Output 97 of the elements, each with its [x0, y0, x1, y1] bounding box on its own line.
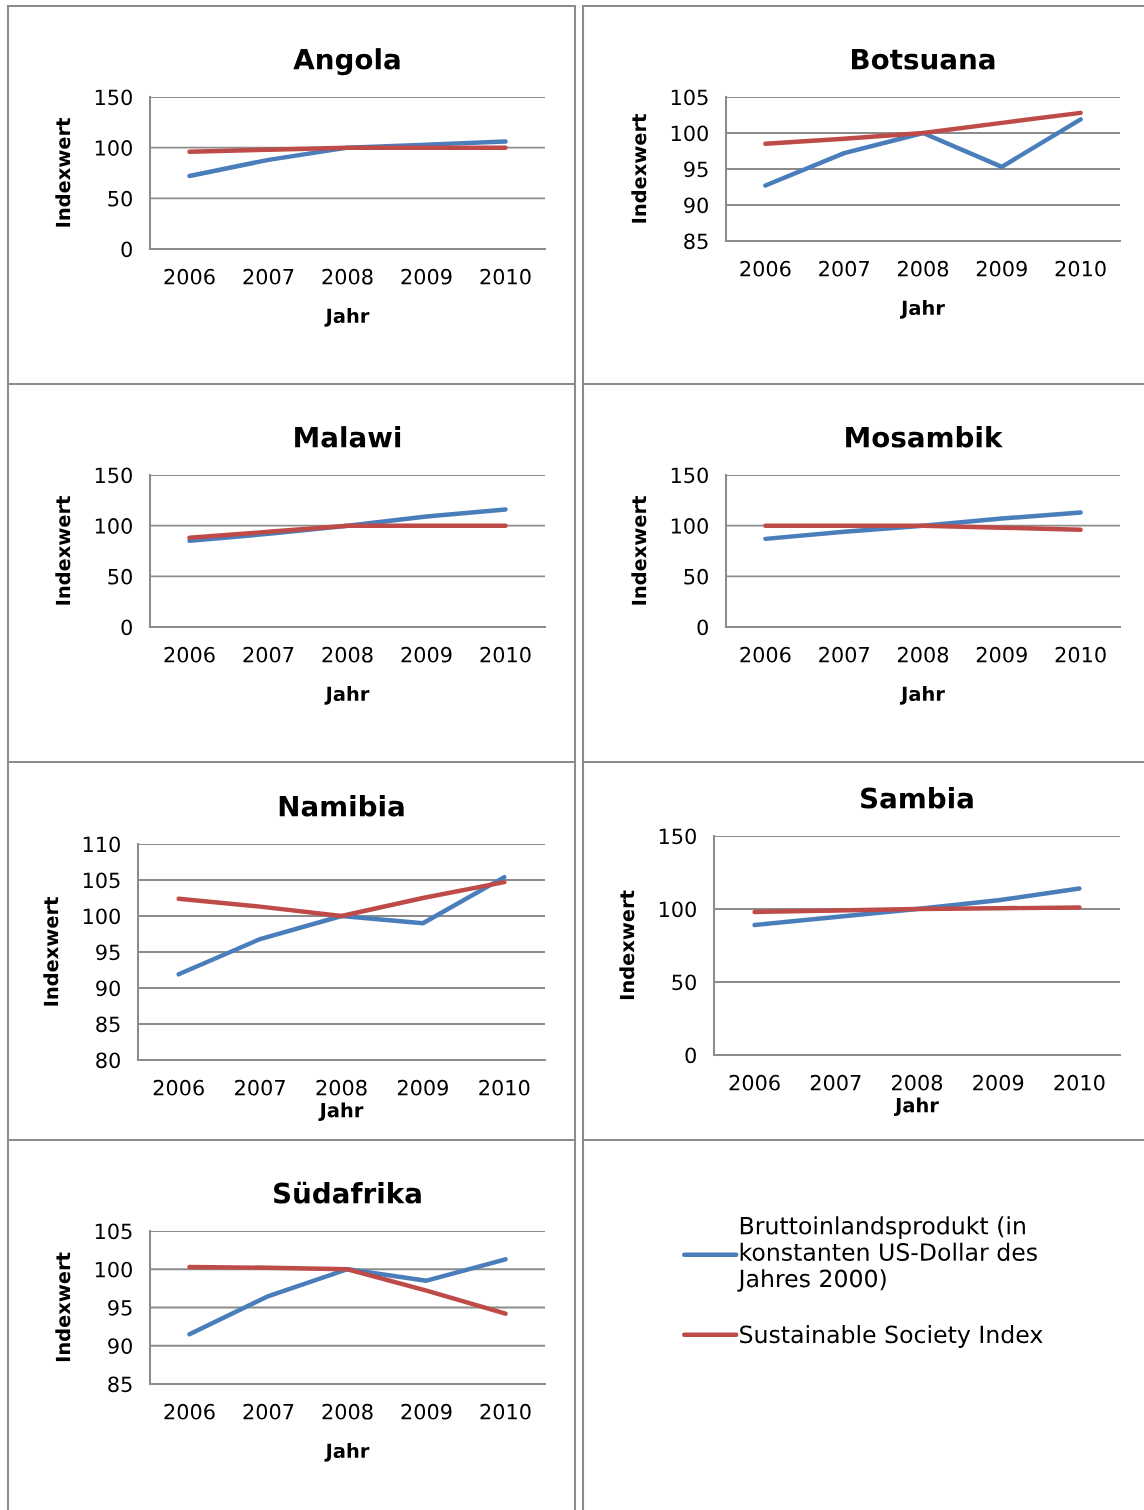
x-tick-label: 2006	[164, 1403, 215, 1420]
y-tick-label: 110	[83, 836, 120, 853]
y-tick-label: 50	[108, 190, 132, 207]
x-tick-label: 2007	[243, 268, 294, 285]
x-tick-label: 2007	[819, 260, 869, 277]
y-tick-label: 100	[95, 140, 132, 156]
x-tick-label: 2006	[740, 260, 791, 277]
y-axis-title: Indexwert	[631, 114, 647, 223]
y-axis-title: Indexwert	[55, 118, 71, 227]
x-tick-label: 2010	[480, 646, 531, 663]
line-series	[763, 117, 1083, 188]
x-tick-label: 2009	[976, 646, 1027, 663]
chart-title: Südafrika	[274, 1181, 421, 1204]
x-tick-label: 2007	[819, 646, 869, 663]
x-tick-label: 2006	[153, 1079, 204, 1096]
y-tick-label: 100	[659, 901, 696, 918]
y-axis-title: Indexwert	[55, 496, 71, 605]
x-axis-title: Jahr	[900, 686, 945, 705]
y-tick-label: 95	[96, 944, 120, 961]
x-tick-label: 2010	[1055, 260, 1106, 277]
x-tick-label: 2008	[322, 1403, 373, 1420]
y-tick-label: 0	[697, 619, 708, 636]
x-tick-label: 2009	[401, 646, 452, 663]
y-tick-label: 100	[95, 518, 132, 534]
y-tick-label: 95	[108, 1299, 132, 1316]
y-tick-label: 50	[672, 974, 696, 991]
line-series	[176, 874, 507, 977]
x-axis-title: Jahr	[900, 300, 945, 319]
x-tick-label: 2006	[164, 268, 215, 285]
x-tick-label: 2008	[898, 646, 949, 663]
chart-title: Botsuana	[852, 48, 995, 70]
x-tick-label: 2010	[479, 1079, 530, 1096]
y-tick-label: 85	[96, 1016, 120, 1033]
chart-title: Angola	[293, 48, 400, 76]
y-tick-label: 90	[96, 980, 120, 997]
x-tick-label: 2006	[164, 646, 215, 663]
line-series	[187, 1264, 508, 1316]
x-tick-label: 2009	[973, 1074, 1024, 1091]
line-series	[187, 1257, 508, 1337]
x-tick-label: 2010	[480, 268, 531, 285]
chart-title: Sambia	[861, 787, 973, 809]
y-tick-label: 100	[671, 125, 708, 142]
chart-title: Malawi	[295, 426, 401, 448]
x-axis-title: Jahr	[324, 686, 370, 705]
x-tick-label: 2007	[235, 1079, 285, 1096]
y-tick-label: 50	[108, 568, 132, 585]
y-tick-label: 100	[95, 1261, 132, 1278]
y-tick-label: 150	[659, 828, 696, 845]
y-tick-label: 85	[108, 1376, 132, 1393]
y-tick-label: 100	[83, 908, 120, 925]
x-tick-label: 2006	[740, 646, 791, 663]
x-tick-label: 2008	[316, 1079, 367, 1096]
x-axis-title: Jahr	[324, 308, 370, 327]
x-tick-label: 2009	[397, 1079, 448, 1096]
x-tick-label: 2009	[401, 1403, 452, 1420]
y-tick-label: 80	[96, 1052, 120, 1069]
x-tick-label: 2007	[243, 1403, 294, 1420]
y-tick-label: 50	[684, 568, 708, 585]
x-tick-label: 2009	[976, 260, 1027, 277]
chart-title: Namibia	[279, 795, 404, 817]
x-tick-label: 2007	[243, 646, 294, 663]
x-tick-label: 2010	[1055, 646, 1106, 663]
line-series	[176, 879, 507, 919]
chart-title: Mosambik	[846, 426, 1003, 448]
y-axis-title: Indexwert	[619, 890, 635, 1000]
y-tick-label: 90	[684, 197, 708, 214]
x-tick-label: 2008	[898, 260, 949, 277]
x-tick-label: 2008	[892, 1074, 943, 1091]
y-tick-label: 0	[121, 619, 132, 636]
x-tick-label: 2008	[322, 646, 373, 663]
x-axis-title: Jahr	[318, 1102, 364, 1122]
x-tick-label: 2007	[810, 1074, 861, 1091]
y-tick-label: 105	[671, 89, 708, 106]
x-tick-label: 2010	[480, 1403, 531, 1420]
y-tick-label: 150	[671, 467, 708, 484]
y-tick-label: 150	[95, 467, 132, 484]
x-tick-label: 2009	[401, 268, 452, 285]
y-axis-title: Indexwert	[631, 496, 647, 605]
legend-label: Bruttoinlandsprodukt (in konstanten US-Dollar des Jahres 2000)	[737, 1216, 1037, 1292]
x-axis-title: Jahr	[324, 1443, 370, 1462]
x-tick-label: 2006	[729, 1074, 780, 1091]
y-tick-label: 100	[671, 518, 708, 534]
y-tick-label: 105	[83, 872, 120, 889]
x-axis-title: Jahr	[894, 1097, 939, 1117]
y-tick-label: 0	[685, 1047, 696, 1064]
line-series	[763, 110, 1083, 147]
y-tick-label: 105	[95, 1223, 132, 1240]
x-tick-label: 2008	[322, 268, 373, 285]
x-tick-label: 2010	[1054, 1074, 1105, 1091]
y-axis-title: Indexwert	[43, 897, 59, 1006]
y-tick-label: 150	[95, 89, 132, 106]
y-tick-label: 95	[684, 161, 708, 178]
legend-label: Sustainable Society Index	[740, 1325, 1043, 1348]
y-tick-label: 90	[108, 1338, 132, 1354]
y-axis-title: Indexwert	[55, 1252, 71, 1362]
y-tick-label: 85	[684, 233, 708, 250]
y-tick-label: 0	[121, 241, 132, 258]
